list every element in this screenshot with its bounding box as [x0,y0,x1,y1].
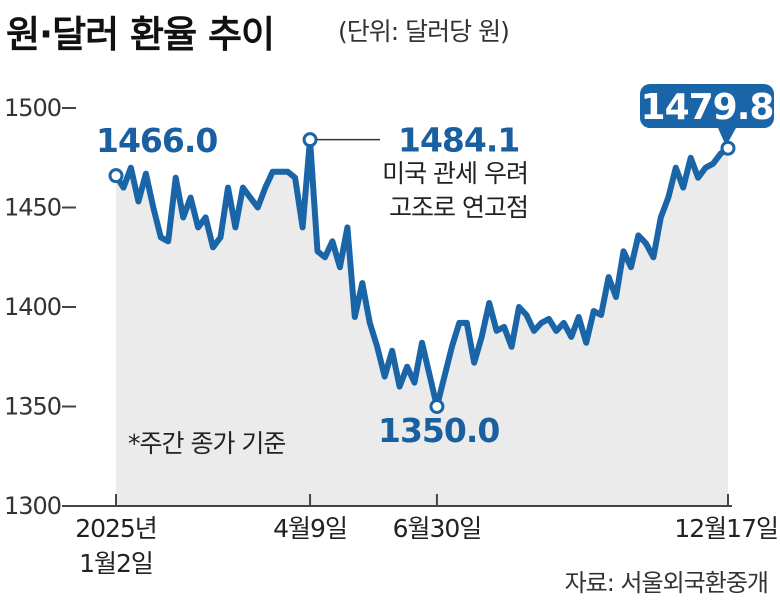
annotation-note: 미국 관세 우려 [382,159,528,188]
x-axis: 2025년 1월2일 4월9일 6월30일 12월17일 [75,494,779,578]
y-tick-label: 1450 [4,194,61,222]
y-axis: 1500 1450 1400 1350 1300 [4,94,732,520]
x-tick-label: 12월17일 [674,514,778,543]
annotation-marker [429,399,445,414]
x-tick-label: 4월9일 [273,514,347,543]
annotation-value: 1466.0 [96,121,217,160]
annotation-value: 1350.0 [378,411,499,450]
annotation-value: 1479.8 [641,87,774,128]
y-tick-label: 1500 [4,94,61,122]
x-tick-label: 1월2일 [79,549,153,578]
x-tick-label: 2025년 [75,514,157,543]
chart-title: 원·달러 환율 추이 [6,13,275,56]
series-line [113,136,731,410]
x-tick-label: 6월30일 [393,514,482,543]
area-fill [116,139,728,506]
annotation-value: 1484.1 [398,121,519,160]
unit-note: (단위: 달러당 원) [338,17,510,46]
basis-note: *주간 종가 기준 [128,429,285,458]
annotation-marker [720,140,736,156]
source-note: 자료: 서울외국환중개 [564,569,769,597]
annotation-marker [302,132,318,148]
y-tick-label: 1350 [4,393,61,421]
annotation-callout [640,84,774,146]
y-tick-label: 1400 [4,293,61,321]
annotation-note: 고조로 연고점 [389,193,528,222]
annotation-marker [108,168,124,184]
y-tick-label: 1300 [4,492,61,520]
